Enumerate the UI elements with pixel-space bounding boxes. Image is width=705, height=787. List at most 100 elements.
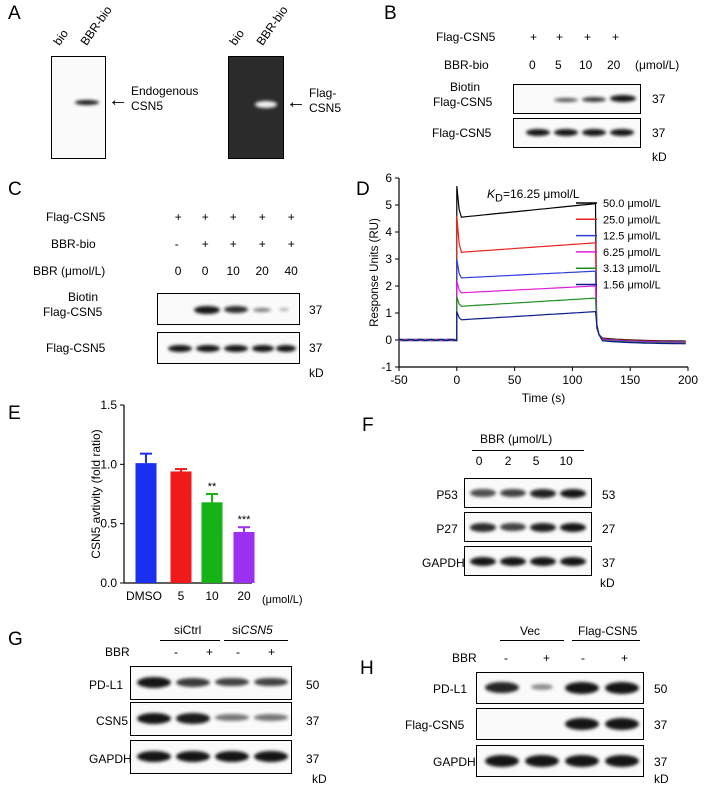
group-line bbox=[224, 640, 288, 641]
value: + bbox=[612, 30, 620, 44]
category-label: 20 bbox=[237, 589, 251, 603]
lane-value: + bbox=[229, 210, 237, 224]
kd-value: =16.25 μmol/L bbox=[502, 187, 580, 201]
band bbox=[582, 97, 606, 102]
blot bbox=[130, 740, 292, 774]
y-tick-label: 3 bbox=[385, 252, 392, 266]
y-tick-label: 1.5 bbox=[100, 398, 117, 412]
mw: 37 bbox=[652, 92, 666, 106]
band bbox=[176, 751, 210, 762]
band bbox=[525, 755, 559, 767]
f-header: BBR (μmol/L) bbox=[480, 432, 553, 446]
blot bbox=[130, 666, 292, 700]
group-line bbox=[572, 640, 640, 641]
blot bbox=[464, 478, 592, 508]
arrow-left-icon: ← bbox=[286, 91, 306, 113]
band bbox=[565, 718, 599, 730]
panel-label-e: E bbox=[8, 403, 21, 424]
bbr-value: + bbox=[206, 645, 214, 659]
row-label: BBR (μmol/L) bbox=[33, 264, 106, 278]
x-tick-label: -50 bbox=[390, 373, 408, 387]
group-line bbox=[160, 640, 220, 641]
value: + bbox=[584, 30, 592, 44]
dose-value: 2 bbox=[504, 454, 512, 468]
lane-value: + bbox=[201, 210, 209, 224]
row-label: P27 bbox=[436, 522, 458, 536]
band bbox=[255, 101, 277, 108]
band bbox=[215, 714, 249, 721]
y-tick-label: 6 bbox=[385, 171, 392, 185]
blot-flag-csn5 bbox=[228, 56, 284, 159]
category-label: DMSO bbox=[126, 589, 162, 603]
band bbox=[530, 489, 556, 498]
band bbox=[470, 523, 496, 532]
bbr-label: BBR bbox=[105, 645, 130, 659]
blot bbox=[130, 702, 292, 736]
band bbox=[254, 714, 288, 721]
band bbox=[75, 100, 99, 105]
band bbox=[531, 684, 553, 691]
lane-value: - bbox=[174, 237, 179, 251]
band bbox=[254, 751, 288, 762]
label-csn5-2: CSN5 bbox=[309, 101, 342, 115]
legend-label: 6.25 μmol/L bbox=[603, 247, 661, 259]
band bbox=[215, 677, 249, 687]
mw: 37 bbox=[309, 303, 323, 317]
blot-label: Flag-CSN5 bbox=[46, 341, 106, 355]
legend-label: 12.5 μmol/L bbox=[603, 231, 661, 243]
y-axis-label: Response Units (RU) bbox=[369, 218, 381, 327]
unit: (μmol/L) bbox=[635, 58, 680, 72]
band bbox=[196, 345, 220, 352]
mw: 37 bbox=[602, 556, 616, 570]
band bbox=[565, 755, 599, 767]
g-group-sicsn5: siCSN5 bbox=[232, 623, 273, 637]
si-prefix: si bbox=[232, 623, 241, 637]
category-label: 5 bbox=[178, 589, 185, 603]
row-label: PD-L1 bbox=[433, 682, 468, 696]
x-tick-label: 200 bbox=[678, 373, 698, 387]
bbr-label: BBR bbox=[452, 651, 477, 665]
series-line bbox=[398, 310, 686, 345]
lane-value: 0 bbox=[174, 264, 182, 278]
row-label: GAPDH bbox=[422, 556, 465, 570]
band bbox=[582, 129, 606, 136]
row-label: P53 bbox=[436, 488, 458, 502]
band bbox=[253, 308, 271, 312]
label-flag: Flag- bbox=[309, 86, 337, 100]
mw: 37 bbox=[654, 718, 668, 732]
blot bbox=[476, 745, 644, 777]
band bbox=[224, 345, 248, 352]
lane-value: + bbox=[258, 237, 266, 251]
band bbox=[605, 755, 639, 767]
y-tick-label: 0 bbox=[385, 333, 392, 347]
kd: kD bbox=[654, 772, 669, 786]
h-group-vec: Vec bbox=[520, 624, 541, 638]
value: + bbox=[556, 30, 564, 44]
bbr-value: + bbox=[621, 651, 629, 665]
x-axis-label: Time (s) bbox=[522, 391, 566, 405]
panel-label-c: C bbox=[8, 179, 22, 200]
lane-value: 0 bbox=[201, 264, 209, 278]
panel-label-f: F bbox=[362, 415, 374, 436]
blot-label: Flag-CSN5 bbox=[433, 95, 493, 109]
blot-label: Flag-CSN5 bbox=[432, 126, 492, 140]
mw: 37 bbox=[306, 714, 320, 728]
row-label: CSN5 bbox=[96, 714, 129, 728]
lane-value: + bbox=[201, 237, 209, 251]
y-tick-label: 0.5 bbox=[100, 517, 117, 531]
mw: 50 bbox=[654, 682, 668, 696]
band bbox=[224, 306, 248, 313]
band bbox=[560, 557, 586, 566]
band bbox=[554, 129, 578, 136]
lane-value: + bbox=[287, 237, 295, 251]
y-tick-label: -1 bbox=[381, 360, 392, 374]
dose-value: 5 bbox=[532, 454, 540, 468]
row-label: Flag-CSN5 bbox=[405, 718, 465, 732]
bbr-value: - bbox=[174, 645, 178, 659]
y-tick-label: 5 bbox=[385, 198, 392, 212]
gene-name: CSN5 bbox=[240, 623, 273, 637]
value: + bbox=[530, 30, 538, 44]
blot-endogenous-csn5 bbox=[51, 56, 106, 159]
